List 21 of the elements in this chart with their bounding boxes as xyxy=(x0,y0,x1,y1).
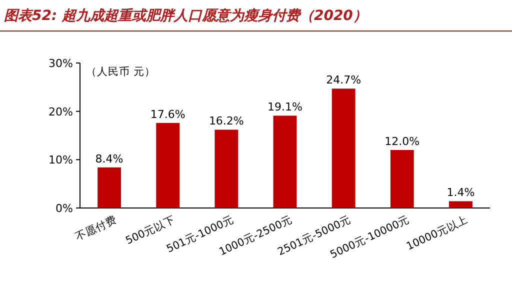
data-label: 24.7% xyxy=(326,74,362,87)
y-tick-label: 20% xyxy=(48,105,73,118)
data-label: 16.2% xyxy=(208,114,244,128)
y-tick-label: 30% xyxy=(48,57,73,70)
bar xyxy=(273,116,297,208)
bar xyxy=(332,88,356,208)
y-tick-label: 0% xyxy=(56,202,73,215)
data-label: 1.4% xyxy=(446,186,475,200)
bar xyxy=(390,150,414,208)
data-label: 17.6% xyxy=(150,108,186,121)
x-tick-label: 不愿付费 xyxy=(73,212,119,244)
bar xyxy=(214,130,238,208)
bar xyxy=(98,167,121,208)
chart-title: 图表52: 超九成超重或肥胖人口愿意为瘦身付费（2020） xyxy=(4,7,367,24)
bar xyxy=(156,122,180,208)
bar xyxy=(449,201,472,208)
annotation: （人民币 元） xyxy=(86,65,156,78)
data-label: 8.4% xyxy=(95,152,124,166)
data-label: 19.1% xyxy=(268,100,302,114)
y-tick-label: 10% xyxy=(48,154,73,167)
data-label: 12.0% xyxy=(384,135,420,148)
